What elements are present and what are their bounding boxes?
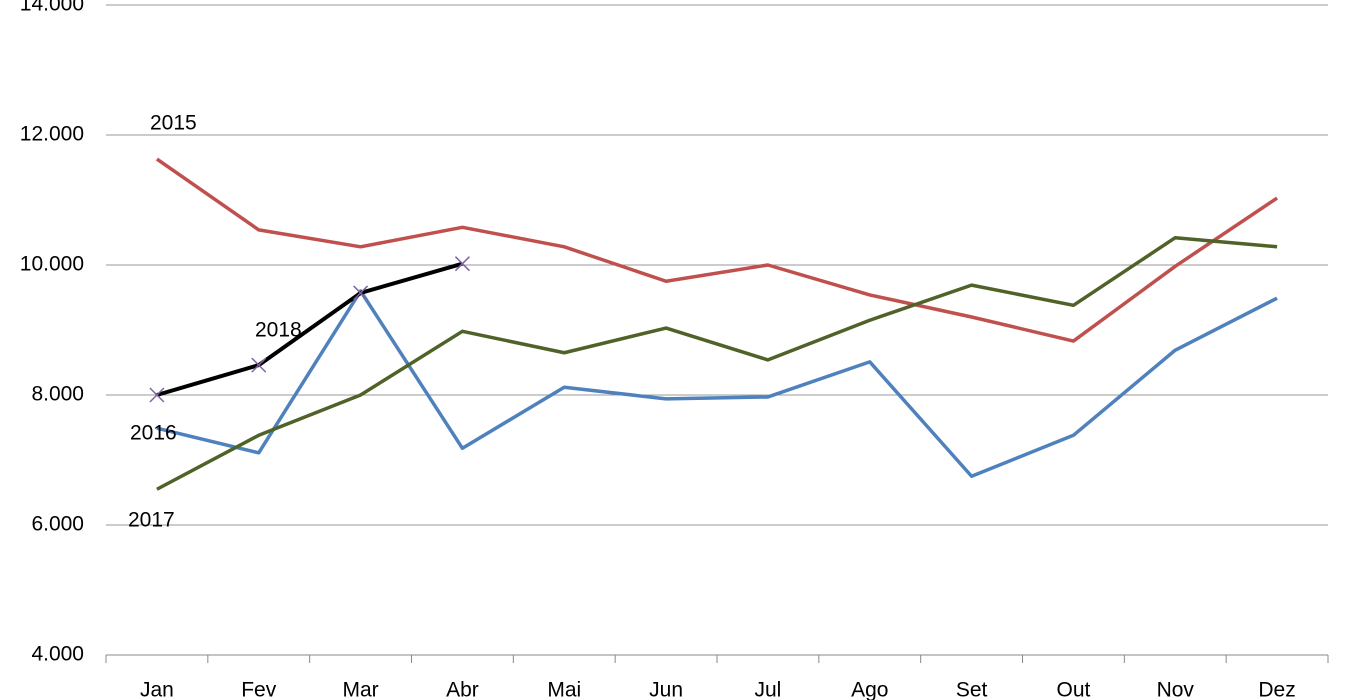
- series-line: [156, 261, 463, 397]
- y-tick-label: 4.000: [31, 643, 84, 666]
- marker: [353, 285, 369, 301]
- series-label: 2017: [128, 509, 175, 532]
- x-tick-label: Out: [1056, 679, 1090, 700]
- marker: [454, 256, 470, 272]
- x-tick-label: Jun: [649, 679, 683, 700]
- x-tick-label: Mar: [342, 679, 378, 700]
- series-line: [155, 157, 1279, 343]
- series-line: [156, 235, 1278, 491]
- series-label: 2015: [150, 112, 197, 135]
- x-tick-label: Ago: [851, 679, 888, 700]
- series-label: 2016: [130, 422, 177, 445]
- x-tick-label: Jan: [140, 679, 174, 700]
- x-tick-label: Abr: [446, 679, 479, 700]
- x-tick-label: Mai: [547, 679, 581, 700]
- y-tick-label: 10.000: [20, 253, 84, 276]
- series-label: 2018: [255, 319, 302, 342]
- x-tick-label: Dez: [1258, 679, 1295, 700]
- series-line: [156, 289, 1278, 478]
- x-tick-label: Set: [956, 679, 988, 700]
- marker: [149, 387, 165, 403]
- y-tick-label: 6.000: [31, 513, 84, 536]
- y-tick-label: 14.000: [20, 0, 84, 16]
- x-tick-label: Fev: [241, 679, 277, 700]
- marker: [251, 357, 267, 373]
- y-tick-label: 12.000: [20, 123, 84, 146]
- x-tick-label: Nov: [1157, 679, 1195, 700]
- x-tick-label: Jul: [754, 679, 781, 700]
- y-tick-label: 8.000: [31, 383, 84, 406]
